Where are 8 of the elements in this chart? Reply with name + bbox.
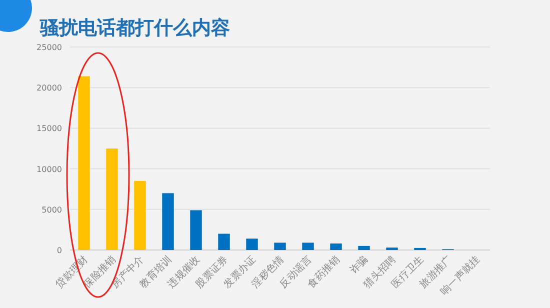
y-tick-label: 25000 — [36, 43, 62, 52]
y-tick-label: 15000 — [36, 124, 62, 134]
y-tick-label: 20000 — [36, 84, 62, 93]
y-tick-label: 5000 — [42, 205, 62, 214]
chart-title: 骚扰电话都打什么内容 — [39, 17, 230, 39]
x-tick-label: 诈骗 — [347, 254, 370, 276]
y-tick-label: 10000 — [36, 164, 62, 174]
y-tick-label: 0 — [56, 246, 62, 255]
